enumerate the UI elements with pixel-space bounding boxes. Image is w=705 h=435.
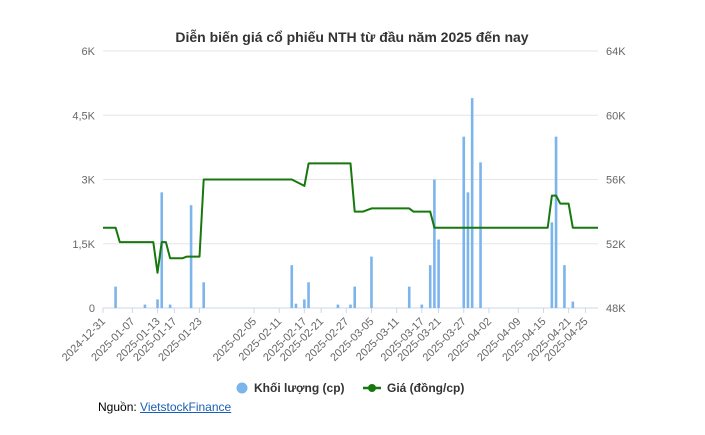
volume-bar bbox=[470, 98, 474, 308]
volume-bar bbox=[168, 304, 172, 308]
y-left-tick-label: 0 bbox=[89, 303, 95, 315]
legend-item-volume[interactable]: Khối lượng (cp) bbox=[236, 381, 345, 395]
source-link[interactable]: VietstockFinance bbox=[140, 400, 232, 414]
legend-volume-marker bbox=[236, 382, 248, 394]
volume-bar bbox=[466, 192, 470, 308]
volume-bar bbox=[428, 265, 432, 308]
legend-item-price[interactable]: Giá (đồng/cp) bbox=[363, 381, 464, 395]
legend-volume-label: Khối lượng (cp) bbox=[254, 381, 345, 395]
volume-bar bbox=[156, 299, 159, 308]
volume-bar bbox=[571, 301, 575, 308]
volume-bar bbox=[349, 304, 352, 308]
chart-title: Diễn biến giá cổ phiếu NTH từ đầu năm 20… bbox=[175, 29, 528, 45]
volume-bar bbox=[303, 299, 306, 308]
volume-bar bbox=[550, 222, 554, 308]
y-left-tick-label: 1,5K bbox=[72, 239, 95, 251]
y-axis-right: 48K 52K 56K 60K 64K bbox=[606, 46, 626, 315]
volume-bar bbox=[407, 286, 411, 308]
y-left-tick-label: 6K bbox=[82, 46, 96, 58]
volume-bar bbox=[336, 304, 340, 308]
volume-bar bbox=[479, 162, 482, 308]
y-axis-left: 0 1,5K 3K 4,5K 6K bbox=[72, 46, 95, 315]
y-right-tick-label: 52K bbox=[606, 239, 626, 251]
volume-bar bbox=[353, 286, 356, 308]
price-line-path bbox=[103, 162, 598, 274]
volume-bars bbox=[114, 98, 575, 308]
volume-bar bbox=[294, 303, 298, 308]
volume-bar bbox=[370, 256, 373, 308]
source-note: Nguồn: VietstockFinance bbox=[98, 400, 231, 414]
volume-bar bbox=[202, 282, 205, 308]
volume-bar bbox=[307, 282, 310, 308]
volume-bar bbox=[554, 136, 558, 308]
volume-bar bbox=[143, 304, 147, 308]
price-line bbox=[103, 162, 598, 274]
volume-bar bbox=[114, 286, 117, 308]
y-right-tick-label: 64K bbox=[606, 46, 626, 58]
source-prefix: Nguồn: bbox=[98, 400, 141, 414]
volume-bar bbox=[437, 239, 440, 308]
volume-bar bbox=[462, 136, 466, 308]
volume-bar bbox=[433, 179, 436, 308]
y-left-tick-label: 3K bbox=[82, 175, 96, 187]
y-right-tick-label: 56K bbox=[606, 175, 626, 187]
y-left-tick-label: 4,5K bbox=[72, 110, 95, 122]
legend: Khối lượng (cp) Giá (đồng/cp) bbox=[236, 381, 464, 395]
y-right-tick-label: 48K bbox=[606, 303, 626, 315]
legend-price-label: Giá (đồng/cp) bbox=[387, 381, 464, 395]
volume-bar bbox=[290, 265, 294, 308]
volume-bar bbox=[160, 192, 164, 308]
y-right-tick-label: 60K bbox=[606, 110, 626, 122]
grid bbox=[103, 50, 598, 309]
x-axis: 2024-12-312025-01-072025-01-132025-01-17… bbox=[60, 308, 591, 364]
volume-bar bbox=[420, 304, 424, 308]
legend-price-marker bbox=[368, 384, 376, 392]
volume-bar bbox=[563, 265, 566, 308]
